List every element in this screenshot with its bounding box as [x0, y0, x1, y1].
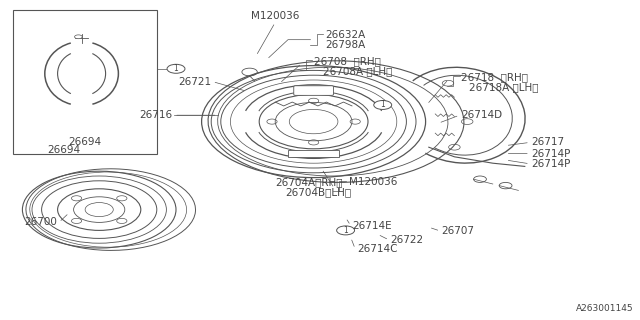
- Text: 26714E: 26714E: [352, 220, 392, 231]
- Text: 26632A: 26632A: [325, 30, 365, 40]
- Text: 26714C: 26714C: [357, 244, 397, 254]
- Circle shape: [167, 64, 185, 73]
- Text: 26718  〈RH〉: 26718 〈RH〉: [461, 72, 528, 82]
- FancyBboxPatch shape: [294, 86, 333, 95]
- Text: 26708  〈RH〉: 26708 〈RH〉: [314, 56, 380, 66]
- Text: 26714D: 26714D: [461, 110, 502, 120]
- Text: 26714P: 26714P: [531, 148, 571, 159]
- Text: 26717: 26717: [531, 137, 564, 148]
- Text: 26708A 〈LH〉: 26708A 〈LH〉: [323, 66, 392, 76]
- Text: 26721: 26721: [178, 76, 211, 87]
- Text: 26704B〈LH〉: 26704B〈LH〉: [285, 187, 351, 197]
- Text: 26722: 26722: [390, 235, 424, 245]
- Text: 26694: 26694: [68, 137, 101, 147]
- Text: 1: 1: [173, 64, 179, 73]
- Text: A263001145: A263001145: [576, 304, 634, 313]
- Text: 26716: 26716: [140, 110, 173, 120]
- Text: M120036: M120036: [251, 11, 300, 21]
- Circle shape: [337, 226, 355, 235]
- Text: M120036: M120036: [349, 177, 397, 187]
- Text: 26714P: 26714P: [531, 159, 571, 169]
- Text: 26704A〈RH〉: 26704A〈RH〉: [275, 177, 342, 187]
- Circle shape: [374, 100, 392, 109]
- Text: 26798A: 26798A: [325, 40, 365, 51]
- Text: 26694: 26694: [47, 145, 81, 155]
- Text: 26718A 〈LH〉: 26718A 〈LH〉: [469, 82, 539, 92]
- Text: 26700: 26700: [25, 217, 58, 228]
- Text: 26707: 26707: [442, 226, 475, 236]
- Bar: [288, 150, 339, 157]
- Text: 1: 1: [343, 226, 348, 235]
- Text: 1: 1: [380, 100, 385, 109]
- Bar: [13, 10, 157, 154]
- Circle shape: [74, 35, 83, 39]
